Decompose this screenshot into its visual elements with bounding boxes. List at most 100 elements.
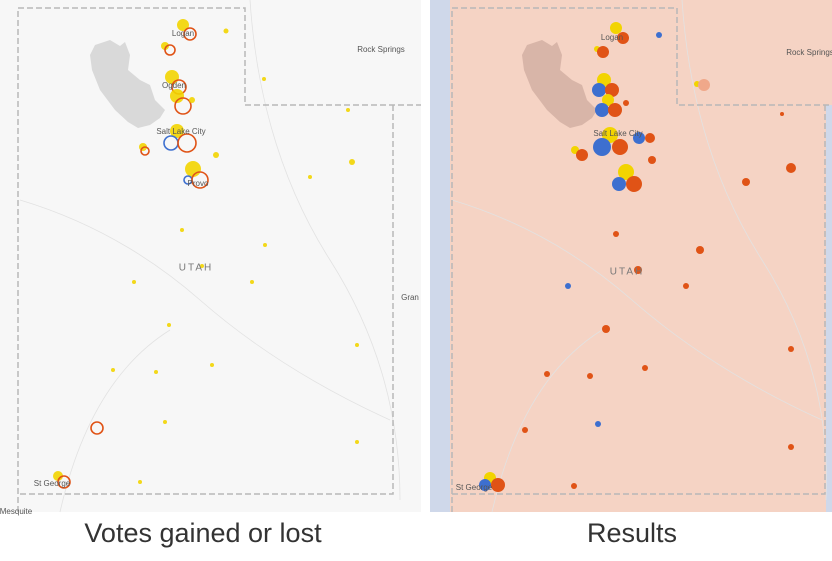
vote-change-symbol	[200, 264, 204, 268]
result-symbol	[626, 176, 642, 192]
place-label: Provo	[188, 179, 209, 188]
vote-change-symbol	[177, 19, 189, 31]
result-symbol	[612, 177, 626, 191]
vote-change-symbol	[177, 133, 197, 153]
vote-change-symbol	[154, 370, 158, 374]
result-symbol	[479, 479, 491, 491]
result-symbol	[788, 444, 794, 450]
place-label: Ogden	[162, 81, 186, 90]
vote-change-symbol	[185, 161, 201, 177]
state-border	[17, 7, 421, 512]
result-symbol	[612, 139, 628, 155]
vote-change-symbol	[346, 108, 350, 112]
result-symbol	[595, 421, 601, 427]
vote-change-symbol	[349, 159, 355, 165]
vote-change-symbol	[132, 280, 136, 284]
neighbor-area	[430, 0, 450, 512]
vote-change-symbol	[57, 475, 71, 489]
place-label: Gran	[401, 293, 419, 302]
result-symbol	[587, 373, 593, 379]
result-symbol	[696, 246, 704, 254]
state-border	[451, 7, 832, 512]
vote-change-symbol	[262, 77, 266, 81]
result-symbol	[656, 32, 662, 38]
place-label: Logan	[172, 29, 194, 38]
result-symbol	[780, 112, 784, 116]
vote-change-symbol	[183, 27, 197, 41]
vote-change-symbol	[161, 42, 169, 50]
result-symbol	[642, 365, 648, 371]
vote-change-symbol	[53, 471, 63, 481]
result-symbol	[597, 46, 609, 58]
vote-change-symbol	[210, 363, 214, 367]
vote-change-symbol	[174, 97, 192, 115]
result-symbol	[595, 103, 609, 117]
vote-change-symbol	[180, 228, 184, 232]
vote-change-symbol	[90, 421, 104, 435]
map-background	[0, 0, 421, 512]
place-label: Rock Springs	[786, 48, 832, 57]
result-symbol	[608, 103, 622, 117]
place-label: St George	[34, 479, 71, 488]
result-symbol	[645, 133, 655, 143]
result-symbol	[786, 163, 796, 173]
result-symbol	[788, 346, 794, 352]
result-symbol	[617, 32, 629, 44]
place-label: Salt Lake City	[156, 127, 205, 136]
vote-change-symbol	[191, 171, 209, 189]
vote-change-symbol	[167, 323, 171, 327]
result-symbol	[602, 94, 614, 106]
place-label: Rock Springs	[357, 45, 405, 54]
result-symbol	[592, 83, 606, 97]
result-symbol	[613, 231, 619, 237]
result-symbol	[576, 149, 588, 161]
right-panel: Results	[430, 0, 832, 548]
result-symbol	[565, 283, 571, 289]
result-symbol	[742, 178, 750, 186]
result-symbol	[571, 483, 577, 489]
panel-caption: Results	[587, 518, 677, 548]
vote-change-symbol	[308, 175, 312, 179]
result-symbol	[602, 325, 610, 333]
great-salt-lake	[522, 40, 597, 128]
result-symbol	[683, 283, 689, 289]
vote-change-symbol	[189, 97, 195, 103]
vote-change-symbol	[138, 480, 142, 484]
vote-change-symbol	[164, 44, 176, 56]
vote-change-symbol	[263, 243, 267, 247]
state-label: UTAH	[179, 263, 213, 274]
vote-change-symbol	[170, 124, 184, 138]
vote-change-symbol	[355, 343, 359, 347]
result-symbol	[544, 371, 550, 377]
vote-change-symbol	[111, 368, 115, 372]
result-symbol	[618, 164, 634, 180]
vote-change-symbol	[140, 146, 150, 156]
result-symbol	[634, 266, 642, 274]
result-symbol	[698, 79, 710, 91]
place-label: Mesquite	[0, 507, 33, 516]
map-background	[430, 0, 832, 512]
result-symbol	[633, 132, 645, 144]
place-label: St George	[456, 483, 493, 492]
place-label: Logan	[601, 33, 623, 42]
result-symbol	[593, 138, 611, 156]
result-symbol	[522, 427, 528, 433]
vote-change-symbol	[223, 28, 229, 34]
vote-change-symbol	[355, 440, 359, 444]
result-symbol	[491, 478, 505, 492]
vote-change-symbol	[250, 280, 254, 284]
result-symbol	[623, 100, 629, 106]
panel-caption: Votes gained or lost	[84, 518, 322, 548]
place-label: Salt Lake City	[593, 129, 642, 138]
vote-change-symbol	[163, 420, 167, 424]
result-symbol	[605, 83, 619, 97]
state-label: UTAH	[610, 267, 644, 278]
great-salt-lake	[90, 40, 165, 128]
left-panel: Votes gained or lost	[0, 0, 421, 548]
result-symbol	[648, 156, 656, 164]
result-symbol	[610, 22, 622, 34]
vote-change-symbol	[213, 152, 219, 158]
vote-change-symbol	[170, 89, 184, 103]
neighbor-area	[826, 105, 832, 512]
